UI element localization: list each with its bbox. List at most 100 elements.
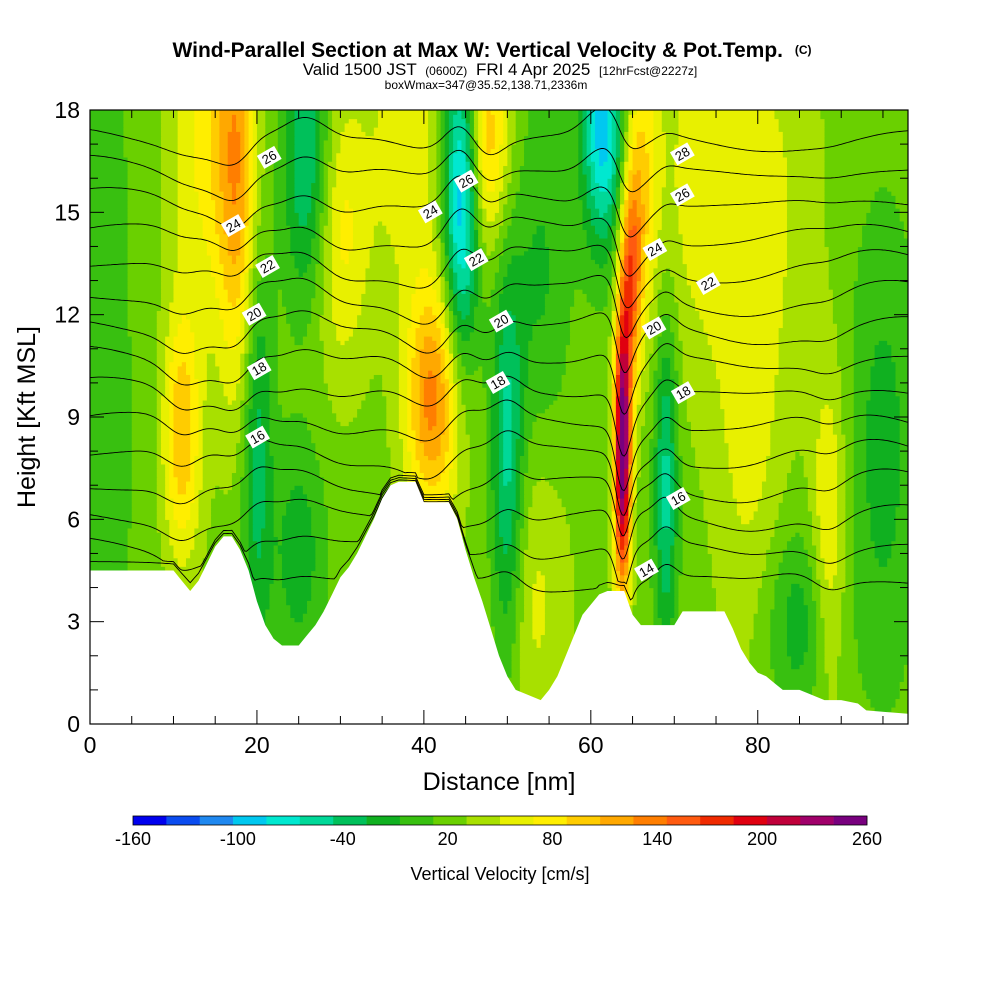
velocity-cell xyxy=(515,625,521,631)
velocity-cell xyxy=(453,395,458,401)
velocity-cell xyxy=(223,284,241,290)
velocity-cell xyxy=(640,468,650,474)
velocity-cell xyxy=(853,617,908,623)
velocity-cell xyxy=(720,630,755,636)
velocity-cell xyxy=(820,600,842,606)
velocity-cell xyxy=(444,382,450,388)
velocity-cell xyxy=(532,425,609,431)
velocity-cell xyxy=(248,263,254,269)
velocity-cell xyxy=(574,297,588,303)
velocity-cell xyxy=(261,527,275,533)
velocity-cell xyxy=(657,353,675,358)
velocity-cell xyxy=(624,583,629,589)
velocity-cell xyxy=(774,672,817,678)
velocity-cell xyxy=(549,254,592,260)
velocity-cell xyxy=(837,689,867,695)
velocity-cell xyxy=(874,544,892,550)
velocity-cell xyxy=(490,485,500,491)
velocity-cell xyxy=(453,374,458,380)
velocity-cell xyxy=(461,263,467,269)
velocity-cell xyxy=(607,344,613,350)
velocity-cell xyxy=(528,442,609,448)
velocity-cell xyxy=(453,446,458,452)
velocity-cell xyxy=(607,561,613,567)
velocity-cell xyxy=(499,301,546,307)
velocity-cell xyxy=(156,506,166,512)
velocity-cell xyxy=(674,463,680,469)
velocity-cell xyxy=(728,451,771,456)
velocity-cell xyxy=(640,263,646,269)
velocity-cell xyxy=(482,297,492,303)
velocity-cell xyxy=(532,498,563,503)
velocity-cell xyxy=(223,323,241,329)
velocity-cell xyxy=(302,272,316,277)
velocity-cell xyxy=(453,344,458,350)
velocity-cell xyxy=(674,510,680,516)
velocity-cell xyxy=(507,310,513,316)
velocity-cell xyxy=(515,527,521,533)
velocity-cell xyxy=(674,348,684,354)
velocity-cell xyxy=(231,301,237,307)
velocity-cell xyxy=(636,506,650,512)
velocity-cell xyxy=(248,408,258,414)
velocity-cell xyxy=(536,318,571,324)
velocity-cell xyxy=(782,280,830,286)
velocity-cell xyxy=(323,259,333,265)
velocity-cell xyxy=(866,421,901,427)
velocity-cell xyxy=(816,566,826,572)
velocity-cell xyxy=(503,280,550,286)
velocity-cell xyxy=(223,335,237,341)
velocity-cell xyxy=(620,446,625,452)
velocity-cell xyxy=(899,399,908,405)
velocity-cell xyxy=(248,301,254,307)
velocity-cell xyxy=(215,293,229,299)
velocity-cell xyxy=(837,664,859,670)
velocity-cell xyxy=(774,395,842,401)
velocity-cell xyxy=(457,293,471,299)
velocity-cell xyxy=(611,408,617,414)
velocity-cell xyxy=(807,493,817,499)
velocity-cell xyxy=(661,579,671,584)
velocity-cell xyxy=(544,604,575,610)
velocity-cell xyxy=(607,485,613,491)
velocity-cell xyxy=(837,459,846,465)
velocity-cell xyxy=(273,489,291,495)
velocity-cell xyxy=(845,455,855,461)
velocity-cell xyxy=(398,370,408,375)
velocity-cell xyxy=(444,451,454,456)
velocity-cell xyxy=(786,630,809,636)
velocity-cell xyxy=(486,412,492,418)
velocity-cell xyxy=(636,340,642,346)
velocity-cell xyxy=(194,361,208,367)
velocity-cell xyxy=(248,425,258,431)
velocity-cell xyxy=(198,510,212,516)
velocity-cell xyxy=(695,301,784,307)
velocity-cell xyxy=(499,417,504,422)
velocity-cell xyxy=(686,280,784,286)
velocity-cell xyxy=(202,421,241,427)
velocity-cell xyxy=(615,365,621,371)
velocity-cell xyxy=(770,608,788,614)
velocity-cell xyxy=(670,523,675,529)
velocity-cell xyxy=(494,625,517,631)
velocity-cell xyxy=(532,429,609,435)
velocity-cell xyxy=(256,549,262,555)
velocity-cell xyxy=(90,425,133,431)
velocity-cell xyxy=(448,276,454,282)
velocity-cell xyxy=(265,613,291,618)
velocity-cell xyxy=(169,485,179,491)
velocity-cell xyxy=(511,536,517,542)
velocity-cell xyxy=(620,438,625,444)
velocity-cell xyxy=(332,314,358,320)
velocity-cell xyxy=(649,489,655,495)
velocity-cell xyxy=(332,284,367,290)
velocity-cell xyxy=(670,370,680,375)
velocity-cell xyxy=(494,370,500,375)
velocity-cell xyxy=(628,600,634,606)
velocity-cell xyxy=(252,374,271,380)
velocity-cell xyxy=(486,472,492,478)
velocity-cell xyxy=(127,276,162,282)
velocity-cell xyxy=(444,348,450,354)
velocity-cell xyxy=(553,399,609,405)
velocity-cell xyxy=(837,489,846,495)
